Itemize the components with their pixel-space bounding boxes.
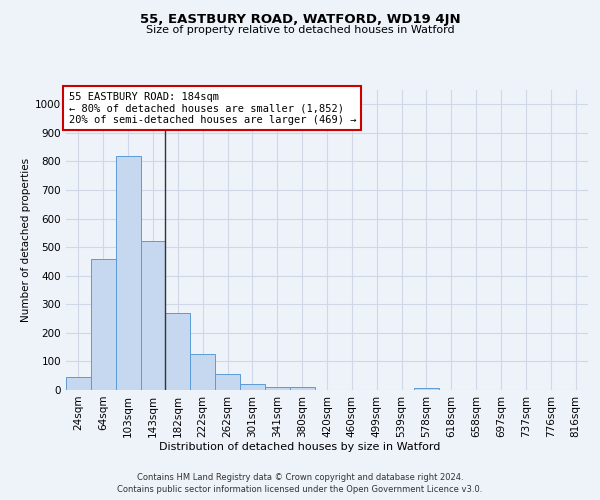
- Text: Contains public sector information licensed under the Open Government Licence v3: Contains public sector information licen…: [118, 485, 482, 494]
- Bar: [140, 242, 166, 390]
- Bar: [265, 387, 290, 390]
- Text: 55 EASTBURY ROAD: 184sqm
← 80% of detached houses are smaller (1,852)
20% of sem: 55 EASTBURY ROAD: 184sqm ← 80% of detach…: [68, 92, 356, 124]
- Text: Size of property relative to detached houses in Watford: Size of property relative to detached ho…: [146, 25, 454, 35]
- Bar: [166, 313, 190, 390]
- Bar: [66, 377, 91, 390]
- Bar: [215, 374, 240, 390]
- Text: 55, EASTBURY ROAD, WATFORD, WD19 4JN: 55, EASTBURY ROAD, WATFORD, WD19 4JN: [140, 12, 460, 26]
- Bar: [91, 258, 116, 390]
- Bar: [240, 384, 265, 390]
- Bar: [190, 354, 215, 390]
- Text: Contains HM Land Registry data © Crown copyright and database right 2024.: Contains HM Land Registry data © Crown c…: [137, 472, 463, 482]
- Y-axis label: Number of detached properties: Number of detached properties: [21, 158, 31, 322]
- Bar: [290, 386, 314, 390]
- Bar: [414, 388, 439, 390]
- Bar: [116, 156, 140, 390]
- Text: Distribution of detached houses by size in Watford: Distribution of detached houses by size …: [160, 442, 440, 452]
